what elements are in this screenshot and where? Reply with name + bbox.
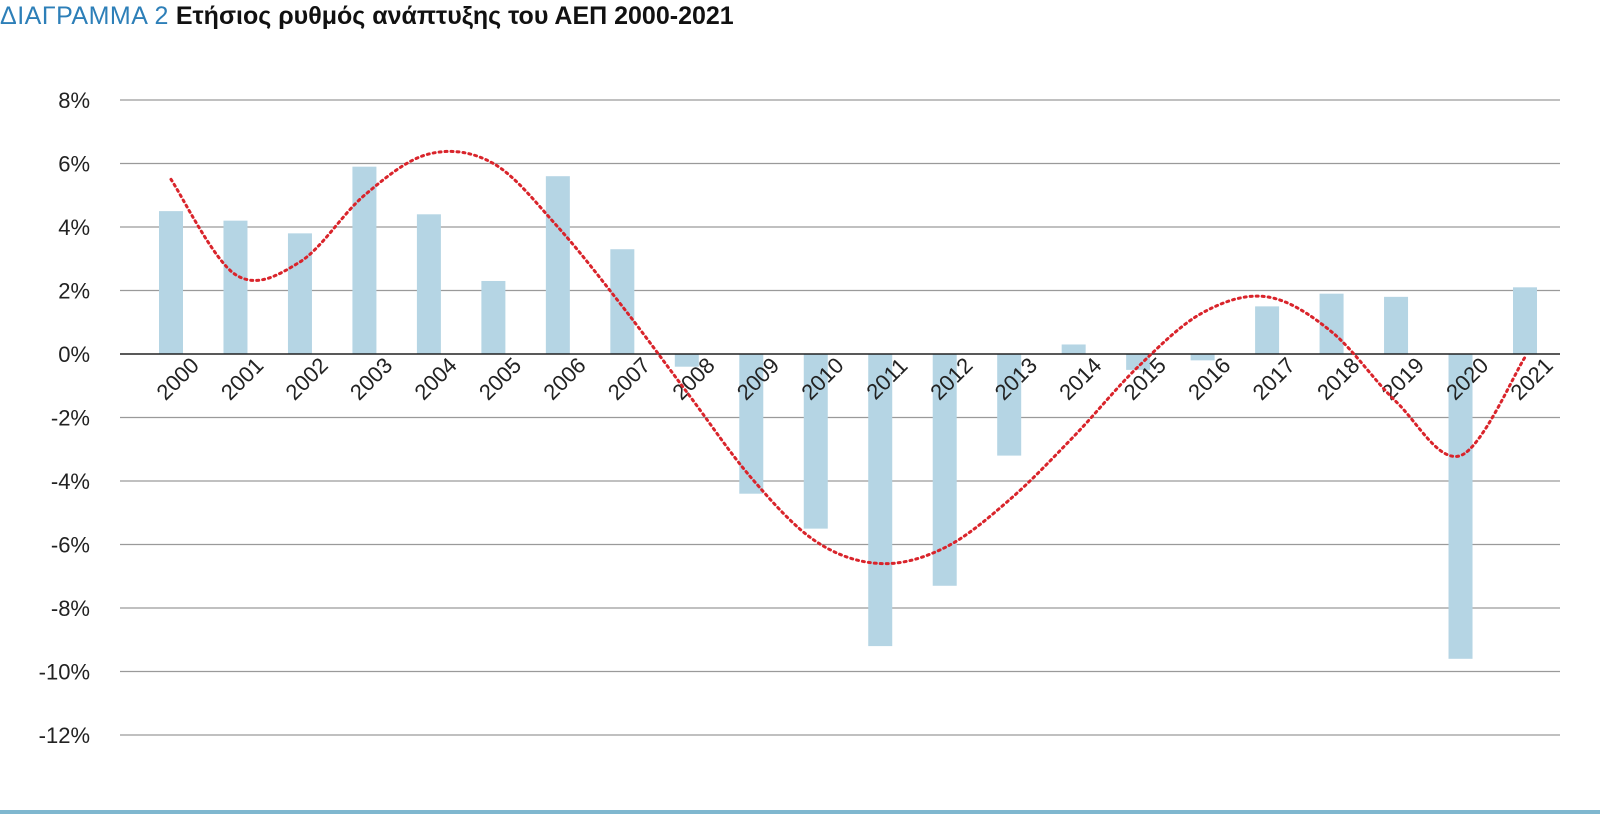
chart-number-label: ΔΙΑΓΡΑΜΜΑ 2 [0,2,169,30]
bar-2001 [223,220,248,354]
bar-2017 [1255,306,1280,354]
chart-title-text: Ετήσιος ρυθμός ανάπτυξης του ΑΕΠ 2000-20… [175,2,734,30]
bar-2013 [997,354,1022,456]
bar-2005 [481,280,506,354]
y-tick-label: -12% [39,723,90,748]
x-axis-ticks: 2000 2001 2002 2003 2004 2005 2006 2007 2008 2009… [152,353,1558,405]
y-tick-label: -10% [39,660,90,685]
x-tick-label-2003: 2003 [345,353,397,405]
x-tick-label-2001: 2001 [216,353,268,405]
bar-2010 [803,354,828,529]
bar-2014 [1061,344,1086,354]
x-tick-label-2016: 2016 [1183,353,1235,405]
x-tick-label-2018: 2018 [1312,353,1364,405]
bar-2020 [1448,354,1473,659]
trend-line [169,149,1527,566]
bar-2003 [352,166,377,354]
bar-2016 [1190,354,1215,361]
y-tick-label: 4% [58,215,90,240]
x-tick-label-2017: 2017 [1248,353,1300,405]
bar-2007 [610,249,635,354]
x-tick-label-2000: 2000 [152,353,204,405]
y-tick-label: 0% [58,342,90,367]
bar-2000 [159,211,183,354]
bar-2008 [674,354,699,367]
bar-2015 [1126,354,1151,370]
y-tick-label: 6% [58,152,90,177]
bar-2004 [416,214,441,354]
x-tick-label-2014: 2014 [1054,353,1106,405]
bar-2019 [1384,296,1409,354]
x-tick-label-2005: 2005 [474,353,526,405]
x-tick-label-2006: 2006 [538,353,590,405]
x-tick-label-2007: 2007 [603,353,655,405]
bottom-rule [0,810,1600,814]
y-tick-label: -2% [51,406,90,431]
bar-2009 [739,354,764,494]
bar-2002 [287,233,312,354]
x-tick-label-2004: 2004 [409,353,461,405]
y-tick-label: -8% [51,596,90,621]
bar-2021 [1513,287,1537,354]
bar-2006 [545,176,570,354]
chart-title: ΔΙΑΓΡΑΜΜΑ 2 Ετήσιος ρυθμός ανάπτυξης του… [0,2,734,31]
y-tick-label: -4% [51,469,90,494]
x-tick-label-2002: 2002 [281,353,333,405]
y-tick-label: 2% [58,279,90,304]
bars [159,166,1537,659]
x-tick-label-2019: 2019 [1377,353,1429,405]
y-tick-label: 8% [58,88,90,113]
y-tick-label: -6% [51,533,90,558]
bar-2011 [868,354,893,647]
y-axis-ticks: 8% 6% 4% 2% 0% -2% -4% -6% -8% -10% -12% [39,88,90,748]
gridlines [120,99,1560,736]
